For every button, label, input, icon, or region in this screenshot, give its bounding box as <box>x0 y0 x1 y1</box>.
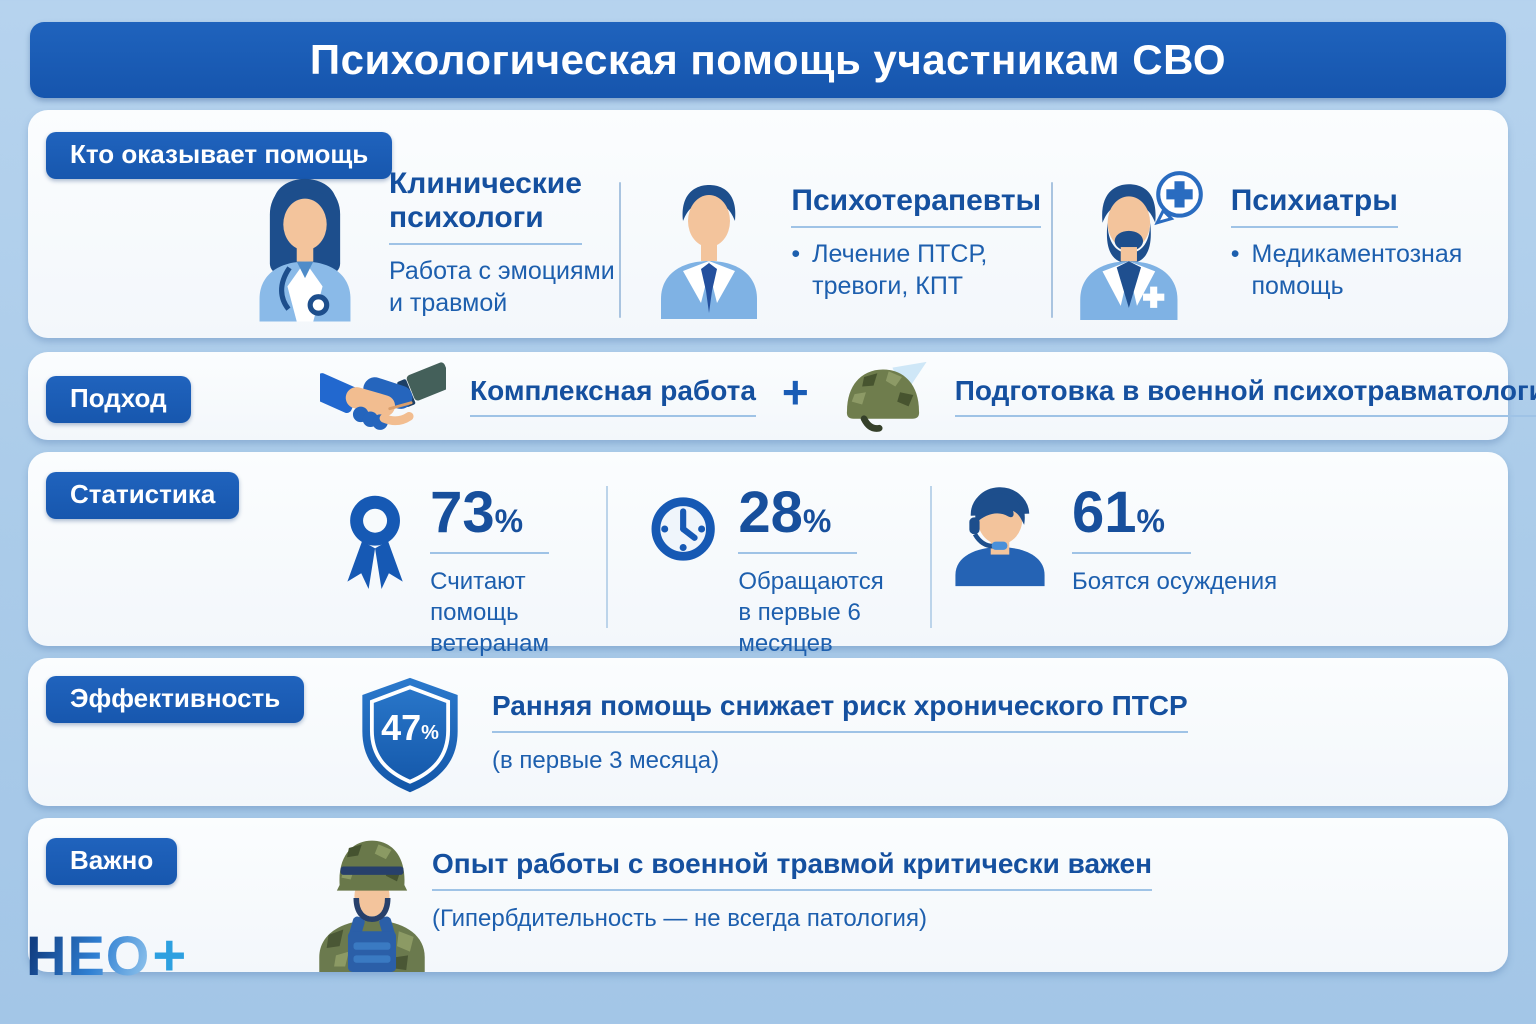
provider-clinical-psychologists: Клинические психологи Работа с эмоциями … <box>28 154 619 332</box>
headset-person-icon <box>955 487 1045 587</box>
effectiveness-row: 47% Ранняя помощь снижает риск хроническ… <box>356 674 1188 796</box>
title-banner: Психологическая помощь участникам СВО <box>30 22 1506 98</box>
important-content: Опыт работы с военной травмой критически… <box>432 848 1153 933</box>
effectiveness-note: (в первые 3 месяца) <box>492 747 720 774</box>
important-badge: Важно <box>46 838 178 885</box>
stat-number: 73% <box>430 484 550 554</box>
divider <box>619 182 622 318</box>
effectiveness-heading: Ранняя помощь снижает риск хронического … <box>492 690 1188 733</box>
provider-psychotherapists: Психотерапевты • Лечение ПТСР, тревоги, … <box>621 154 1050 332</box>
stats-badge: Статистика <box>46 472 240 519</box>
stat-judgement: 61% Боятся осуждения <box>932 478 1492 646</box>
provider-desc: Лечение ПТСР, тревоги, КПТ <box>812 239 988 300</box>
approach-badge: Подход <box>46 376 191 423</box>
logo-text: НЕО <box>26 924 151 987</box>
stats-row: 73% Считают помощь ветеранам приоритетом… <box>28 478 1508 689</box>
bullet: • <box>1230 239 1240 268</box>
shield-value: 47% <box>381 707 439 748</box>
provider-title: Клинические психологи <box>389 167 582 245</box>
provider-desc: Работа с эмоциями и травмой <box>389 256 615 317</box>
bullet: • <box>791 239 801 268</box>
approach-row: Комплексная работа + Подготовка в военно… <box>320 352 1536 440</box>
stat-number: 61% <box>1072 484 1191 554</box>
providers-badge: Кто оказывает помощь <box>46 132 393 179</box>
section-stats: Статистика 73% Считают помощь ветеранам … <box>28 452 1508 689</box>
section-approach: Подход Комплексная работа + Подготовка в… <box>28 352 1536 440</box>
approach-item2: Подготовка в военной психотравматологии <box>954 375 1536 417</box>
important-heading: Опыт работы с военной травмой критически… <box>432 848 1153 891</box>
female-doctor-icon <box>259 178 351 322</box>
stat-priority: 73% Считают помощь ветеранам приоритетом <box>28 478 606 689</box>
clock-icon <box>651 497 715 561</box>
providers-row: Клинические психологи Работа с эмоциями … <box>28 154 1508 332</box>
divider <box>606 486 608 628</box>
neo-plus-logo: НЕО + <box>26 922 186 989</box>
effectiveness-badge: Эффективность <box>46 676 305 723</box>
provider-title: Психиатры <box>1230 184 1398 228</box>
provider-title: Психотерапевты <box>791 184 1042 228</box>
important-note: (Гипербдительность — не всегда патология… <box>432 905 927 932</box>
stat-desc: Обращаются в первые 6 месяцев <box>738 568 884 658</box>
section-providers: Кто оказывает помощь Клинические психоло… <box>28 110 1508 338</box>
stat-number: 28% <box>738 484 858 554</box>
stat-desc: Боятся осуждения <box>1072 568 1278 595</box>
divider <box>1050 182 1053 318</box>
divider <box>930 486 932 628</box>
military-helmet-icon <box>846 361 927 432</box>
section-effectiveness: Эффективность 47% Ранняя помощь снижает … <box>28 658 1508 806</box>
male-doctor-icon <box>661 185 758 319</box>
handshake-icon <box>320 362 446 430</box>
approach-item1: Комплексная работа <box>470 375 756 417</box>
section-important: Важно Опыт работы с военной травмой крит… <box>28 818 1508 972</box>
logo-plus-icon: + <box>152 923 187 988</box>
bearded-doctor-icon <box>1079 171 1203 320</box>
stat-first-months: 28% Обращаются в первые 6 месяцев <box>608 478 930 657</box>
award-ribbon-icon <box>347 495 403 589</box>
provider-psychiatrists: Психиатры • Медикаментозная помощь <box>1053 154 1508 332</box>
soldier-icon <box>296 824 448 977</box>
page-title: Психологическая помощь участникам СВО <box>309 36 1227 83</box>
plus-sign: + <box>781 366 809 418</box>
shield-icon: 47% <box>356 674 464 796</box>
provider-desc: Медикаментозная помощь <box>1251 239 1463 300</box>
